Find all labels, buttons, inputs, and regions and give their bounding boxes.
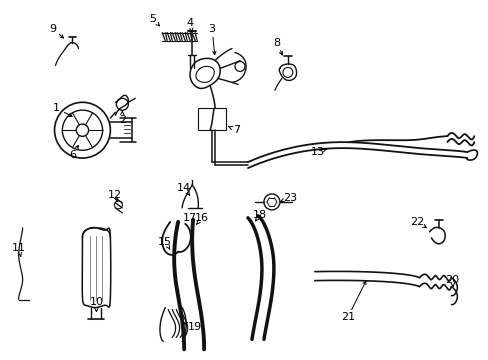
Bar [198, 108, 225, 130]
Text: 20: 20 [445, 275, 459, 285]
Text: 7: 7 [233, 125, 240, 135]
Text: 10: 10 [89, 297, 103, 306]
Text: 17: 17 [183, 213, 197, 223]
Text: 1: 1 [53, 103, 60, 113]
Text: 8: 8 [273, 37, 280, 48]
Text: 18: 18 [252, 210, 266, 220]
Text: 23: 23 [282, 193, 296, 203]
Text: 9: 9 [49, 24, 56, 33]
Text: 14: 14 [177, 183, 191, 193]
Text: 12: 12 [108, 190, 122, 200]
Text: 5: 5 [148, 14, 156, 24]
Text: 19: 19 [188, 323, 202, 332]
Text: 22: 22 [409, 217, 424, 227]
Text: 6: 6 [69, 150, 76, 160]
Text: 13: 13 [310, 147, 324, 157]
Text: 4: 4 [186, 18, 193, 28]
Text: 21: 21 [340, 312, 354, 323]
Text: 15: 15 [158, 237, 172, 247]
Text: 11: 11 [12, 243, 25, 253]
Text: 2: 2 [119, 115, 125, 125]
Text: 16: 16 [195, 213, 209, 223]
Text: 3: 3 [208, 24, 215, 33]
